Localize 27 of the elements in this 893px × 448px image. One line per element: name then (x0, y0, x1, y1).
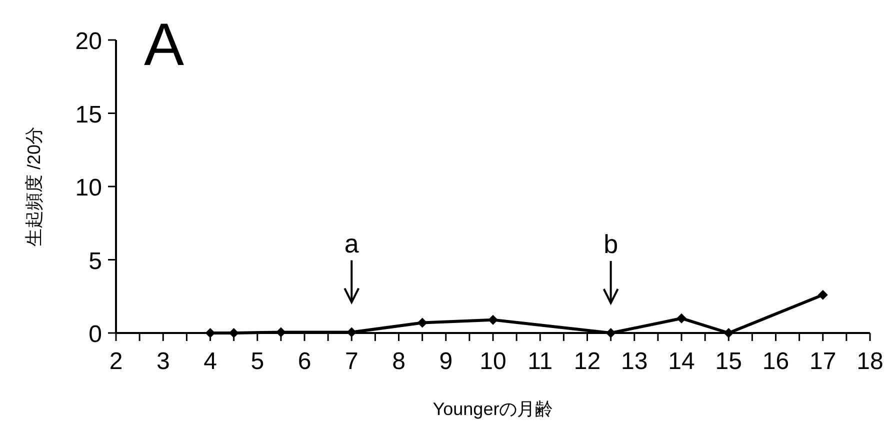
x-tick-label: 14 (668, 348, 695, 375)
x-tick-label: 12 (574, 348, 601, 375)
x-tick-label: 5 (250, 348, 264, 375)
y-axis-title: 生起頻度 /20分 (24, 126, 44, 247)
x-tick-label: 13 (621, 348, 648, 375)
x-tick-label: 10 (480, 348, 506, 375)
y-tick-label: 0 (88, 321, 102, 348)
chart-title: A (144, 11, 184, 78)
x-tick-label: 6 (298, 348, 312, 375)
x-axis-title: Youngerの月齢 (432, 399, 554, 419)
x-tick-label: 9 (439, 348, 453, 375)
annotation: b (604, 229, 618, 259)
y-tick-label: 10 (75, 174, 102, 202)
y-tick-label: 5 (88, 248, 102, 275)
x-tick-label: 8 (392, 348, 406, 375)
x-tick-label: 15 (715, 348, 742, 375)
y-tick-label: 20 (75, 28, 102, 55)
x-tick-label: 18 (856, 348, 884, 375)
x-tick-label: 3 (156, 348, 170, 375)
annotation: a (344, 228, 360, 258)
x-tick-label: 7 (344, 348, 358, 375)
x-tick-label: 11 (528, 348, 553, 375)
x-tick-label: 17 (810, 348, 836, 375)
x-tick-label: 2 (109, 348, 123, 375)
x-tick-label: 4 (204, 348, 217, 375)
x-tick-label: 16 (762, 348, 790, 375)
y-tick-label: 15 (75, 101, 102, 128)
